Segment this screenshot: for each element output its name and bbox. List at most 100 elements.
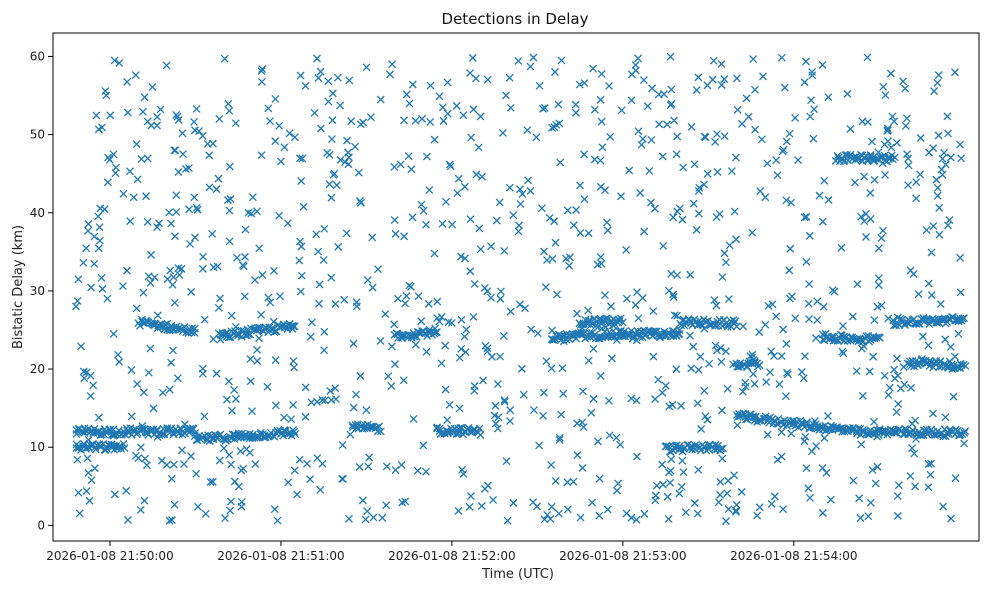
data-point bbox=[563, 206, 572, 215]
data-point bbox=[924, 460, 933, 468]
data-point bbox=[770, 352, 778, 360]
data-point bbox=[424, 328, 433, 337]
data-point bbox=[290, 427, 299, 436]
data-point bbox=[290, 363, 299, 372]
data-point bbox=[253, 345, 262, 354]
data-point bbox=[576, 181, 585, 190]
data-point bbox=[911, 482, 920, 491]
data-point bbox=[293, 490, 302, 499]
data-point bbox=[883, 126, 892, 135]
data-point bbox=[607, 332, 616, 341]
data-point bbox=[137, 155, 146, 164]
data-point bbox=[540, 103, 549, 112]
data-point bbox=[718, 454, 727, 463]
data-point bbox=[954, 329, 963, 338]
data-point bbox=[464, 423, 473, 432]
data-point bbox=[334, 242, 343, 251]
data-point bbox=[332, 181, 341, 190]
data-point bbox=[749, 369, 758, 378]
data-point bbox=[483, 344, 492, 353]
data-point bbox=[910, 449, 919, 458]
data-point bbox=[452, 101, 461, 110]
data-point bbox=[190, 118, 198, 126]
data-point bbox=[192, 104, 201, 113]
data-point bbox=[257, 77, 266, 86]
data-point bbox=[227, 497, 235, 506]
data-point bbox=[466, 427, 475, 436]
data-point bbox=[351, 142, 359, 151]
data-point bbox=[271, 94, 280, 103]
data-point bbox=[417, 317, 426, 326]
data-point bbox=[127, 366, 136, 374]
data-point bbox=[98, 123, 106, 132]
data-point bbox=[83, 454, 92, 463]
data-point bbox=[783, 370, 792, 379]
data-point bbox=[266, 298, 275, 307]
data-point bbox=[768, 300, 777, 309]
data-point bbox=[174, 116, 183, 124]
data-point bbox=[270, 266, 278, 275]
data-point bbox=[364, 462, 373, 471]
data-point bbox=[284, 478, 293, 487]
data-point bbox=[178, 129, 187, 138]
data-point bbox=[457, 315, 466, 324]
data-point bbox=[777, 452, 786, 461]
data-point bbox=[579, 387, 587, 396]
data-point bbox=[884, 391, 893, 399]
data-point bbox=[916, 431, 925, 440]
data-point bbox=[721, 347, 730, 356]
data-point bbox=[224, 377, 233, 386]
data-point bbox=[694, 465, 703, 474]
data-point bbox=[333, 73, 342, 82]
data-point bbox=[290, 133, 299, 142]
data-point bbox=[352, 302, 361, 311]
data-point bbox=[721, 258, 730, 267]
data-point bbox=[443, 78, 452, 87]
data-point bbox=[86, 371, 95, 380]
data-point bbox=[916, 170, 925, 179]
data-point bbox=[435, 92, 444, 101]
data-point bbox=[342, 229, 351, 238]
data-point bbox=[219, 444, 228, 453]
data-point bbox=[240, 292, 249, 301]
data-point bbox=[650, 204, 659, 213]
data-point bbox=[480, 283, 489, 292]
data-point bbox=[860, 217, 869, 226]
data-point bbox=[390, 320, 399, 329]
data-point bbox=[737, 487, 746, 496]
data-point bbox=[851, 178, 859, 187]
data-point bbox=[557, 56, 566, 65]
data-point bbox=[787, 292, 796, 301]
data-point bbox=[422, 220, 430, 229]
data-point bbox=[924, 483, 933, 492]
data-point bbox=[82, 443, 91, 452]
data-point bbox=[470, 386, 479, 395]
data-point bbox=[316, 124, 325, 133]
data-point bbox=[133, 380, 142, 389]
data-point bbox=[514, 56, 523, 65]
data-point bbox=[839, 321, 847, 330]
data-point bbox=[407, 165, 416, 174]
data-point bbox=[425, 186, 434, 195]
data-point bbox=[139, 288, 148, 297]
data-point bbox=[430, 249, 439, 258]
data-point bbox=[687, 122, 696, 131]
data-point bbox=[687, 364, 696, 373]
data-point bbox=[426, 81, 435, 90]
data-point bbox=[805, 231, 814, 240]
data-point bbox=[732, 322, 741, 331]
data-point bbox=[356, 198, 365, 207]
data-point bbox=[366, 113, 375, 122]
data-point bbox=[139, 107, 147, 116]
data-point bbox=[937, 165, 946, 174]
data-point bbox=[812, 334, 820, 343]
data-point bbox=[413, 466, 422, 475]
data-point bbox=[401, 299, 410, 308]
data-point bbox=[314, 74, 323, 82]
data-point bbox=[362, 406, 371, 415]
data-point bbox=[884, 137, 892, 146]
data-point bbox=[433, 314, 442, 322]
data-point bbox=[810, 105, 819, 114]
data-point bbox=[643, 102, 652, 111]
data-point bbox=[327, 273, 336, 282]
